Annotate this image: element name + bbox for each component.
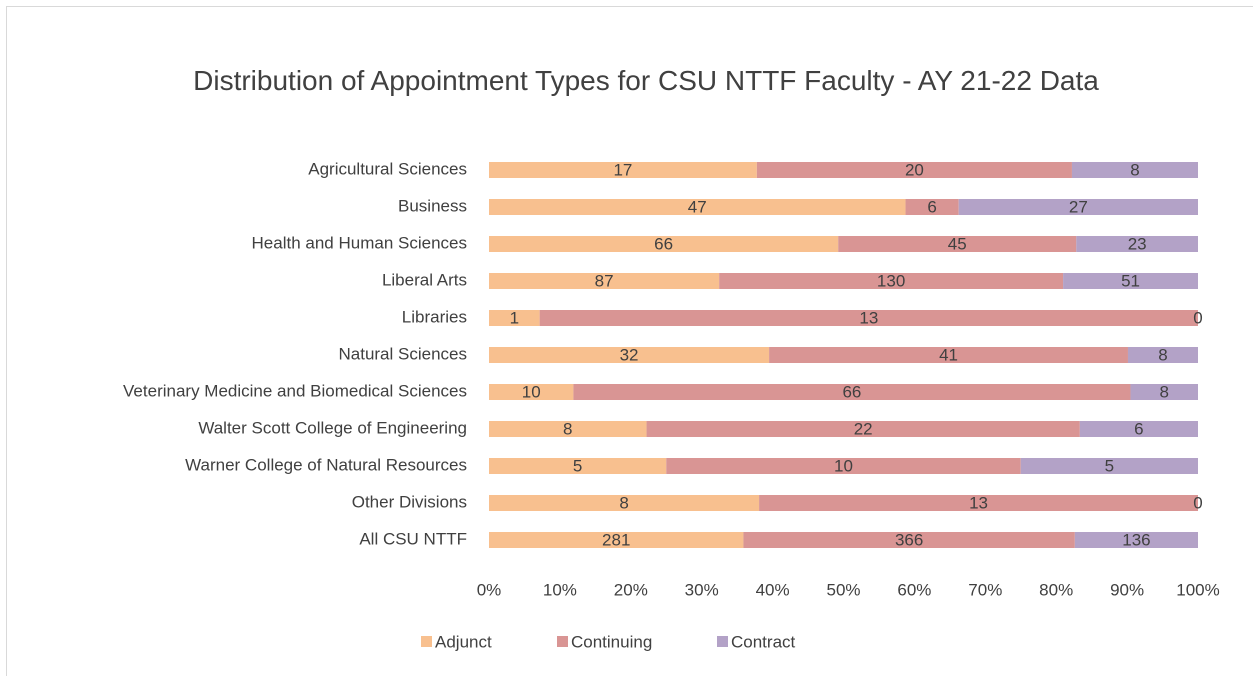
chart-border (6, 6, 1253, 676)
bar-segment (539, 310, 1198, 326)
data-label: 136 (1122, 530, 1150, 549)
data-label: 8 (1158, 345, 1167, 364)
x-tick-label: 40% (756, 580, 790, 599)
bar-segment (759, 495, 1198, 511)
data-label: 366 (895, 530, 923, 549)
x-tick-label: 20% (614, 580, 648, 599)
bar-segment (743, 532, 1075, 548)
bar-segment (489, 236, 839, 252)
bar-segment (489, 495, 760, 511)
x-tick-label: 80% (1039, 580, 1073, 599)
bar-segment (1076, 236, 1198, 252)
legend-swatch (557, 636, 568, 647)
bar-segment (1074, 532, 1198, 548)
bar-segment (489, 273, 720, 289)
data-label: 6 (927, 197, 936, 216)
legend-swatch (421, 636, 432, 647)
data-label: 6 (1134, 419, 1143, 438)
data-label: 10 (834, 456, 853, 475)
data-label: 130 (877, 271, 905, 290)
y-tick-label: Libraries (402, 307, 467, 326)
y-tick-label: Business (398, 196, 467, 215)
bar-segment (1020, 458, 1198, 474)
bar-segment (1071, 162, 1198, 178)
x-tick-label: 0% (477, 580, 502, 599)
bar-segment (646, 421, 1080, 437)
bar-segment (1127, 347, 1198, 363)
bar-segment (489, 421, 647, 437)
data-label: 41 (939, 345, 958, 364)
data-label: 0 (1193, 493, 1202, 512)
data-label: 51 (1121, 271, 1140, 290)
x-tick-label: 60% (897, 580, 931, 599)
data-label: 5 (573, 456, 582, 475)
bar-segment (489, 310, 540, 326)
legend-label: Adjunct (435, 632, 492, 651)
y-tick-label: Health and Human Sciences (252, 233, 467, 252)
bar-segment (573, 384, 1131, 400)
y-tick-label: Natural Sciences (338, 344, 467, 363)
y-tick-label: Warner College of Natural Resources (185, 455, 467, 474)
bar-segment (1063, 273, 1198, 289)
data-label: 22 (854, 419, 873, 438)
x-tick-label: 100% (1176, 580, 1219, 599)
data-label: 0 (1193, 308, 1202, 327)
data-label: 8 (563, 419, 572, 438)
x-tick-label: 90% (1110, 580, 1144, 599)
bar-segment (1130, 384, 1198, 400)
data-label: 8 (1130, 160, 1139, 179)
y-tick-label: All CSU NTTF (359, 529, 467, 548)
x-tick-label: 10% (543, 580, 577, 599)
legend-label: Continuing (571, 632, 652, 651)
bar-segment (756, 162, 1072, 178)
x-tick-label: 50% (826, 580, 860, 599)
data-label: 13 (859, 308, 878, 327)
data-label: 20 (905, 160, 924, 179)
data-label: 281 (602, 530, 630, 549)
bar-segment (489, 162, 757, 178)
data-label: 66 (654, 234, 673, 253)
data-label: 1 (510, 308, 519, 327)
bar-segment (489, 384, 574, 400)
data-label: 8 (619, 493, 628, 512)
data-label: 66 (842, 382, 861, 401)
data-label: 5 (1105, 456, 1114, 475)
bar-segment (666, 458, 1021, 474)
data-label: 87 (595, 271, 614, 290)
data-label: 8 (1160, 382, 1169, 401)
legend-swatch (717, 636, 728, 647)
data-label: 32 (620, 345, 639, 364)
bar-segment (489, 532, 744, 548)
chart-title: Distribution of Appointment Types for CS… (193, 65, 1099, 96)
data-label: 47 (688, 197, 707, 216)
bar-segment (769, 347, 1128, 363)
y-tick-label: Agricultural Sciences (308, 159, 467, 178)
data-label: 13 (969, 493, 988, 512)
bar-segment (838, 236, 1077, 252)
y-tick-label: Liberal Arts (382, 270, 467, 289)
bar-segment (905, 199, 959, 215)
legend-label: Contract (731, 632, 796, 651)
bar-segment (958, 199, 1198, 215)
bar-segment (719, 273, 1064, 289)
y-tick-label: Other Divisions (352, 492, 467, 511)
data-label: 10 (522, 382, 541, 401)
x-tick-label: 30% (685, 580, 719, 599)
bar-segment (489, 458, 667, 474)
y-tick-label: Walter Scott College of Engineering (198, 418, 467, 437)
bar-segment (489, 199, 906, 215)
x-tick-label: 70% (968, 580, 1002, 599)
data-label: 27 (1069, 197, 1088, 216)
data-label: 23 (1128, 234, 1147, 253)
bar-segment (1079, 421, 1198, 437)
bar-segment (489, 347, 770, 363)
data-label: 45 (948, 234, 967, 253)
y-tick-label: Veterinary Medicine and Biomedical Scien… (123, 381, 467, 400)
data-label: 17 (613, 160, 632, 179)
